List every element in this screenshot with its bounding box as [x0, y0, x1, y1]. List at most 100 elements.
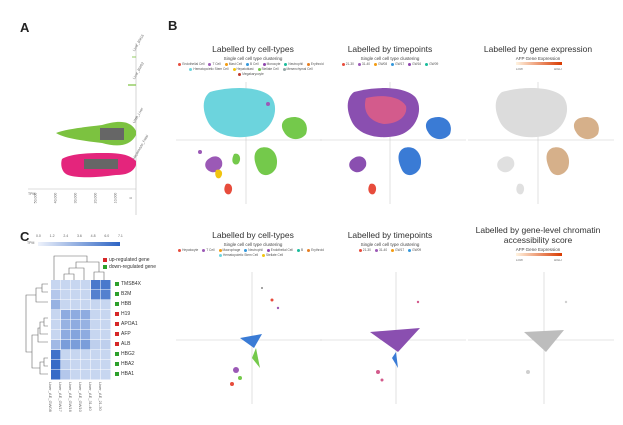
legend-item: Erythroid — [307, 248, 324, 252]
legend-label: Megakaryocyte — [242, 72, 264, 76]
legend-label: Hepatoblast — [236, 67, 254, 71]
gene-label: HBG2 — [121, 351, 135, 357]
heatmap-cell — [101, 330, 111, 340]
heatmap-cell — [71, 340, 81, 350]
violin-tick: 30,000 — [73, 192, 78, 204]
colorbar-tick: 3.6 — [77, 234, 82, 238]
colorbar-tick: 2.4 — [63, 234, 69, 238]
heatmap-cell — [61, 300, 71, 310]
legend-item: T Cell — [208, 62, 221, 66]
violin-tick: 40,000 — [53, 192, 58, 204]
legend-dot-icon — [408, 62, 412, 66]
legend-label: Monocyte — [266, 62, 281, 66]
gene-label: B2M — [121, 291, 132, 297]
sample-label: Liver_AE_GW16 — [68, 382, 73, 412]
legend-label: Neutrophil — [248, 248, 263, 252]
legend-label: Neutrophil — [288, 62, 303, 66]
c-heatmap — [51, 280, 111, 380]
gene-label: HBB — [121, 301, 132, 307]
scale-high: HIGH — [554, 67, 562, 71]
b-top-2-legend: 21-30 31-40 GW08 GW17 GW16 GW09 — [328, 62, 452, 66]
legend-item: Stellate Cell — [262, 253, 283, 257]
legend-label: GW16 — [412, 62, 422, 66]
legend-dot-icon — [178, 62, 182, 66]
gene-direction-marker — [115, 311, 119, 316]
heatmap-cell — [71, 280, 81, 290]
b-top-2-title: Labelled by timepoints — [347, 44, 433, 54]
gene-row: HBA1 — [115, 371, 134, 377]
b-bottom-3-subtitle: AFP Gene Expression — [515, 247, 561, 252]
gene-direction-marker — [115, 341, 119, 346]
gene-row: TMSB4X — [115, 281, 141, 287]
violin-tick: 50,000 — [33, 192, 38, 204]
heatmap-cell — [71, 290, 81, 300]
legend-label: Endothelial Cell — [182, 62, 205, 66]
violin-ticks: 50,000 40,000 30,000 20,000 10,000 0 — [30, 192, 134, 210]
panel-letter-a: A — [20, 20, 30, 35]
heatmap-cell — [51, 320, 61, 330]
b-bottom-3-umap — [468, 272, 614, 404]
legend-item: Hepatocyte — [178, 248, 198, 252]
heatmap-cell — [51, 290, 61, 300]
gene-label: TMSB4X — [121, 281, 142, 287]
gene-direction-marker — [115, 331, 119, 336]
legend-dot-icon — [341, 62, 345, 66]
heatmap-cell — [91, 360, 101, 370]
b-top-3-subtitle: AFP Gene Expression — [515, 56, 561, 61]
b-top-3-colorscale: LOW HIGH — [516, 62, 562, 71]
heatmap-cell — [71, 350, 81, 360]
heatmap-cell — [51, 360, 61, 370]
legend-label: B Cell — [250, 62, 259, 66]
gene-label: APOA1 — [121, 321, 138, 327]
heatmap-cell — [51, 350, 61, 360]
gene-label: AFP — [121, 331, 131, 337]
heatmap-cell — [61, 310, 71, 320]
legend-label: 21-30 — [345, 62, 354, 66]
violin-tick: 20,000 — [93, 192, 98, 204]
heatmap-cell — [71, 330, 81, 340]
legend-dot-icon — [232, 67, 236, 71]
legend-label: Mesenchymal Cell — [286, 67, 313, 71]
legend-item: 21-30 — [358, 248, 371, 252]
heatmap-cell — [101, 280, 111, 290]
b-bottom-2-title: Labelled by timepoints — [347, 230, 433, 240]
heatmap-cell — [81, 320, 91, 330]
legend-dot-icon — [307, 248, 311, 252]
b-top-3-title: Labelled by gene expression — [483, 44, 593, 54]
legend-label: GW08 — [378, 62, 388, 66]
violin-tick: 10,000 — [113, 192, 118, 204]
c-row-dendrogram — [25, 283, 48, 375]
colorbar-tick: 1.2 — [49, 234, 55, 238]
legend-dot-icon — [296, 248, 300, 252]
legend-label: 31-40 — [378, 248, 388, 252]
colorbar-tick: 4.8 — [90, 234, 96, 238]
violin-axis-label: TPM — [28, 192, 36, 196]
legend-label: T Cell — [212, 62, 221, 66]
legend-item: Macrophage — [218, 248, 240, 252]
legend-dot-icon — [238, 72, 242, 76]
c-legend: up-regulated gene down-regulated gene — [103, 257, 156, 270]
legend-item: GW08 — [374, 62, 387, 66]
gene-direction-marker — [115, 321, 119, 326]
legend-label: B — [300, 248, 304, 252]
heatmap-cell — [81, 360, 91, 370]
legend-down: down-regulated gene — [103, 264, 156, 270]
heatmap-cell — [71, 300, 81, 310]
violin-tick: 0 — [128, 197, 133, 199]
gene-direction-marker — [115, 281, 119, 286]
scale-low: LOW — [516, 67, 523, 71]
legend-item: Hematopoietic Stem Cell — [218, 253, 258, 257]
legend-item: B Cell — [246, 62, 259, 66]
gene-row: HBA2 — [115, 361, 134, 367]
heatmap-cell — [71, 360, 81, 370]
heatmap-cell — [81, 310, 91, 320]
b-bottom-2-subtitle: Single cell cell type clustering — [360, 242, 420, 247]
gene-row: AFP — [115, 331, 131, 337]
sample-label: Liver_AE_21-30 — [98, 382, 103, 411]
colorbar-tick: 7.1 — [118, 234, 123, 238]
heatmap-cell — [81, 300, 91, 310]
legend-dot-icon — [282, 67, 286, 71]
b-top-1-umap — [176, 82, 322, 204]
legend-label: Stellate Cell — [266, 253, 284, 257]
legend-item: Erythroid — [306, 62, 324, 66]
